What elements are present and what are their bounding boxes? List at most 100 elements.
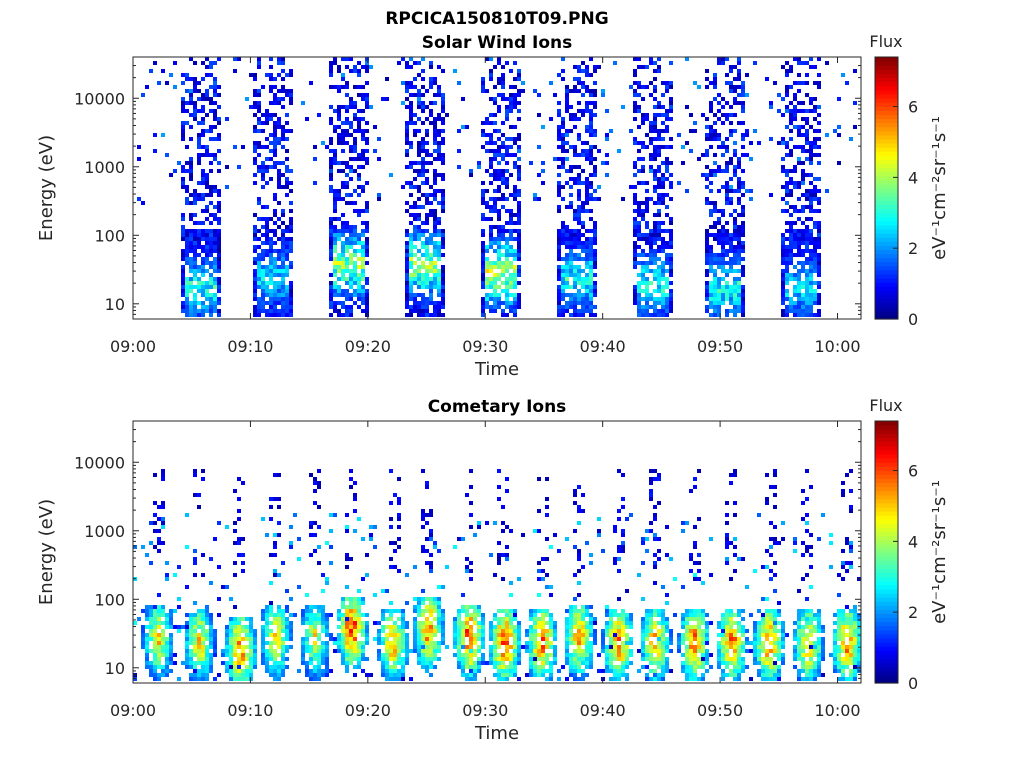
heatmap-cell — [837, 97, 841, 101]
heatmap-cell — [153, 653, 157, 657]
heatmap-cell — [641, 213, 645, 217]
heatmap-cell — [805, 245, 809, 249]
heatmap-cell — [493, 649, 497, 653]
heatmap-cell — [253, 645, 257, 649]
heatmap-cell — [349, 633, 353, 637]
heatmap-cell — [785, 169, 789, 173]
heatmap-cell — [433, 305, 437, 309]
heatmap-cell — [709, 213, 713, 217]
heatmap-cell — [209, 193, 213, 197]
heatmap-cell — [441, 265, 445, 269]
heatmap-cell — [389, 641, 393, 645]
heatmap-cell — [481, 241, 485, 245]
heatmap-cell — [181, 257, 185, 261]
heatmap-cell — [269, 237, 273, 241]
heatmap-cell — [337, 69, 341, 73]
heatmap-cell — [789, 177, 793, 181]
heatmap-cell — [581, 297, 585, 301]
heatmap-cell — [333, 153, 337, 157]
heatmap-cell — [661, 289, 665, 293]
heatmap-cell — [265, 273, 269, 277]
heatmap-cell — [265, 621, 269, 625]
heatmap-cell — [157, 653, 161, 657]
heatmap-cell — [201, 181, 205, 185]
heatmap-cell — [433, 141, 437, 145]
heatmap-cell — [313, 641, 317, 645]
heatmap-cell — [337, 261, 341, 265]
heatmap-cell — [289, 541, 293, 545]
heatmap-cell — [289, 545, 293, 549]
heatmap-cell — [365, 301, 369, 305]
heatmap-cell — [517, 241, 521, 245]
heatmap-cell — [285, 301, 289, 305]
heatmap-cell — [197, 193, 201, 197]
heatmap-cell — [421, 261, 425, 265]
heatmap-cell — [653, 229, 657, 233]
heatmap-cell — [737, 197, 741, 201]
heatmap-cell — [705, 281, 709, 285]
heatmap-cell — [233, 69, 237, 73]
heatmap-cell — [345, 293, 349, 297]
heatmap-cell — [337, 113, 341, 117]
heatmap-cell — [473, 653, 477, 657]
heatmap-cell — [585, 189, 589, 193]
heatmap-cell — [405, 209, 409, 213]
heatmap-cell — [501, 169, 505, 173]
heatmap-cell — [733, 221, 737, 225]
heatmap-cell — [705, 85, 709, 89]
heatmap-cell — [165, 641, 169, 645]
heatmap-cell — [517, 305, 521, 309]
heatmap-cell — [509, 625, 513, 629]
heatmap-cell — [797, 161, 801, 165]
heatmap-cell — [277, 185, 281, 189]
heatmap-cell — [589, 253, 593, 257]
heatmap-cell — [549, 117, 553, 121]
heatmap-cell — [425, 161, 429, 165]
heatmap-cell — [741, 293, 745, 297]
heatmap-cell — [241, 673, 245, 677]
heatmap-cell — [729, 293, 733, 297]
heatmap-cell — [733, 257, 737, 261]
heatmap-cell — [561, 77, 565, 81]
heatmap-cell — [273, 309, 277, 313]
heatmap-cell — [369, 525, 373, 529]
heatmap-cell — [805, 121, 809, 125]
heatmap-cell — [405, 65, 409, 69]
heatmap-cell — [277, 217, 281, 221]
heatmap-cell — [589, 285, 593, 289]
heatmap-cell — [413, 253, 417, 257]
heatmap-cell — [645, 313, 649, 317]
heatmap-cell — [361, 621, 365, 625]
heatmap-cell — [261, 265, 265, 269]
heatmap-cell — [325, 541, 329, 545]
heatmap-cell — [825, 189, 829, 193]
heatmap-cell — [653, 261, 657, 265]
heatmap-cell — [593, 281, 597, 285]
heatmap-cell — [341, 637, 345, 641]
heatmap-cell — [257, 117, 261, 121]
heatmap-cell — [357, 153, 361, 157]
heatmap-cell — [573, 165, 577, 169]
heatmap-cell — [421, 629, 425, 633]
heatmap-cell — [741, 213, 745, 217]
heatmap-cell — [185, 301, 189, 305]
heatmap-cell — [417, 129, 421, 133]
heatmap-cell — [229, 649, 233, 653]
heatmap-cell — [509, 653, 513, 657]
heatmap-cell — [281, 289, 285, 293]
heatmap-cell — [745, 153, 749, 157]
heatmap-cell — [389, 617, 393, 621]
heatmap-cell — [425, 249, 429, 253]
heatmap-cell — [417, 93, 421, 97]
heatmap-cell — [281, 653, 285, 657]
heatmap-cell — [209, 85, 213, 89]
heatmap-cell — [229, 665, 233, 669]
heatmap-cell — [357, 661, 361, 665]
heatmap-cell — [497, 145, 501, 149]
heatmap-cell — [337, 105, 341, 109]
heatmap-cell — [165, 81, 169, 85]
heatmap-cell — [205, 305, 209, 309]
heatmap-cell — [185, 513, 189, 517]
heatmap-cell — [469, 169, 473, 173]
heatmap-cell — [797, 145, 801, 149]
